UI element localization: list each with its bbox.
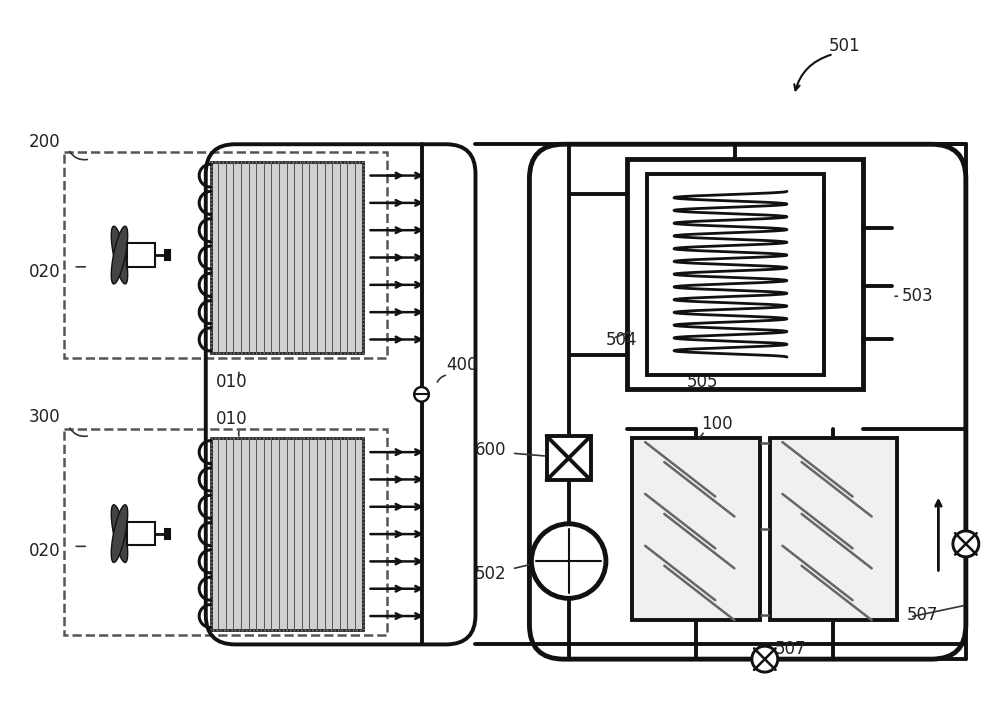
Polygon shape xyxy=(111,226,128,284)
Text: 300: 300 xyxy=(29,408,61,426)
Bar xyxy=(211,438,363,629)
Text: 502: 502 xyxy=(475,565,507,583)
Text: 504: 504 xyxy=(606,332,637,350)
Bar xyxy=(165,528,170,539)
Circle shape xyxy=(416,389,427,399)
Bar xyxy=(547,436,591,480)
Text: 600: 600 xyxy=(475,441,507,459)
Text: 501: 501 xyxy=(829,37,860,56)
Bar xyxy=(211,438,363,629)
Bar xyxy=(127,243,155,267)
Bar xyxy=(632,438,760,620)
Text: 505: 505 xyxy=(686,373,718,391)
Text: 507: 507 xyxy=(907,606,939,624)
Text: 507: 507 xyxy=(775,640,806,658)
Bar xyxy=(127,522,155,545)
Circle shape xyxy=(754,648,776,670)
Text: 020: 020 xyxy=(29,262,61,280)
Circle shape xyxy=(952,530,980,557)
Circle shape xyxy=(533,526,604,596)
Bar xyxy=(211,162,363,353)
Circle shape xyxy=(414,386,429,402)
Bar xyxy=(64,152,387,358)
Bar xyxy=(770,438,897,620)
Text: 400: 400 xyxy=(446,356,478,374)
Text: 010: 010 xyxy=(216,373,247,391)
Bar xyxy=(647,174,824,375)
Bar xyxy=(627,159,863,389)
Circle shape xyxy=(955,533,977,554)
Polygon shape xyxy=(111,505,128,562)
Bar xyxy=(211,162,363,353)
Text: 010: 010 xyxy=(216,410,247,428)
Text: 200: 200 xyxy=(29,133,61,151)
Text: 100: 100 xyxy=(701,415,733,433)
Text: 020: 020 xyxy=(29,542,61,560)
Bar xyxy=(165,250,170,260)
Bar xyxy=(64,429,387,634)
Text: 503: 503 xyxy=(902,287,934,305)
Polygon shape xyxy=(111,505,128,562)
Circle shape xyxy=(751,645,779,673)
Polygon shape xyxy=(111,226,128,284)
